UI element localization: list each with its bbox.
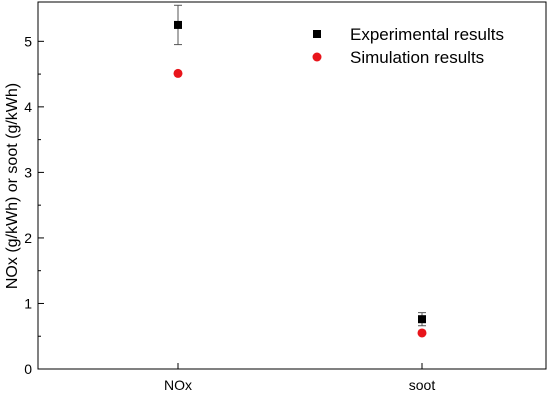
plot-frame xyxy=(37,1,547,370)
legend-marker-simulation xyxy=(312,52,322,62)
y-tick-label-0: 0 xyxy=(24,361,32,377)
simulation-point-nox xyxy=(173,68,183,78)
legend-label-1: Simulation results xyxy=(350,48,484,67)
y-tick-label-5: 5 xyxy=(24,33,32,49)
legend-label-0: Experimental results xyxy=(350,25,504,44)
x-axis: NOx soot xyxy=(164,363,435,393)
experimental-point-soot xyxy=(418,315,426,324)
x-tick-label-0: NOx xyxy=(164,377,192,393)
x-tick-label-1: soot xyxy=(409,377,436,393)
simulation-point-soot xyxy=(417,328,427,338)
y-tick-label-4: 4 xyxy=(24,99,32,115)
legend-marker-experimental xyxy=(313,30,321,38)
experimental-point-nox xyxy=(174,20,182,29)
y-tick-label-3: 3 xyxy=(24,164,32,180)
y-tick-label-1: 1 xyxy=(24,295,32,311)
data-points xyxy=(173,20,427,338)
y-axis-title: NOx (g/kWh) or soot (g/kWh) xyxy=(4,83,21,289)
y-axis: 0 1 2 3 4 5 xyxy=(24,33,44,377)
y-tick-label-2: 2 xyxy=(24,230,32,246)
legend: Experimental results Simulation results xyxy=(312,25,504,67)
